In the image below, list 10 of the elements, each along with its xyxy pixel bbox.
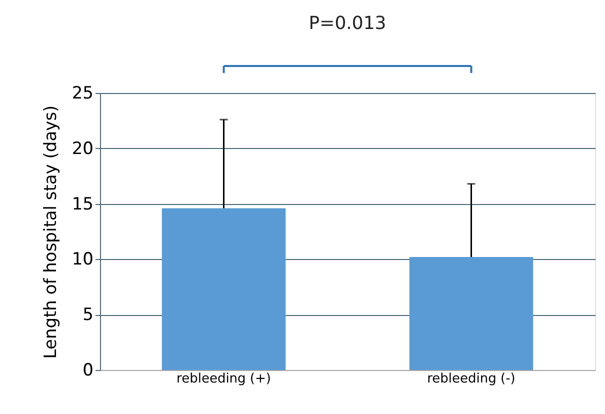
y-tick-label: 20 bbox=[72, 138, 94, 159]
text: P=0.013 bbox=[308, 13, 386, 34]
y-tick-label: 15 bbox=[72, 194, 94, 214]
x-tick-label: rebleeding (+) bbox=[176, 372, 271, 386]
y-tick-label: 0 bbox=[82, 360, 94, 380]
y-axis-title: Length of hospital stay (days) bbox=[40, 105, 61, 359]
x-tick-label: rebleeding (-) bbox=[427, 372, 516, 386]
y-tick-label: 10 bbox=[72, 250, 94, 270]
y-tick-label: 25 bbox=[72, 84, 94, 104]
y-tick-label: 5 bbox=[82, 305, 94, 326]
